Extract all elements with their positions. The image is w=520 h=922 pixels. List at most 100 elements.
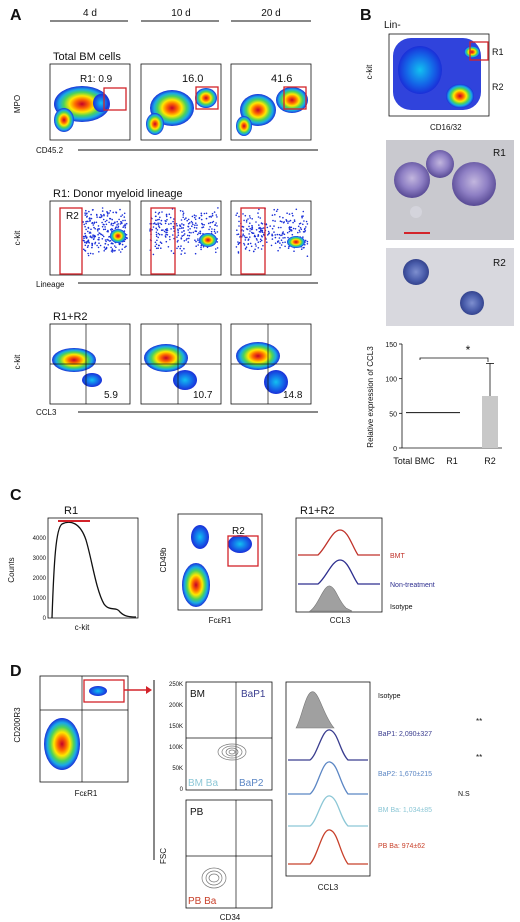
event-dot — [281, 220, 283, 223]
event-dot — [119, 242, 122, 245]
c-hist1-ytick-1: 1000 — [33, 596, 47, 602]
bar-ytick-label: 150 — [385, 342, 397, 349]
event-dot — [194, 218, 197, 221]
plot-frame — [295, 517, 383, 613]
event-dot — [280, 226, 282, 229]
event-dot — [87, 230, 89, 233]
panel-d-letter: D — [10, 663, 22, 680]
event-dot — [104, 228, 107, 231]
event-dot — [210, 216, 212, 218]
event-dot — [160, 242, 163, 244]
event-dot — [205, 212, 208, 215]
event-dot — [303, 246, 305, 249]
event-dot — [177, 231, 179, 234]
event-dot — [297, 225, 300, 228]
row3-plot-2: 10.7 — [140, 323, 222, 405]
bar-significance-bracket — [419, 357, 489, 362]
row1-plot-3: 41.6 — [230, 63, 312, 141]
event-dot — [293, 219, 296, 221]
event-dot — [165, 233, 167, 236]
event-dot — [236, 229, 238, 231]
hist-non-treatment — [298, 559, 380, 585]
event-dot — [121, 248, 123, 250]
event-dot — [177, 239, 179, 242]
event-dot — [155, 231, 158, 234]
event-dot — [252, 232, 255, 234]
gate-r2 — [150, 207, 176, 275]
event-dot — [271, 214, 274, 216]
event-dot — [299, 231, 301, 233]
event-dot — [187, 229, 189, 231]
d-legend-isotype: Isotype — [378, 693, 401, 700]
event-dot — [97, 233, 99, 236]
event-dot — [194, 230, 197, 232]
event-dot — [274, 220, 276, 222]
event-dot — [285, 220, 288, 222]
event-dot — [102, 223, 105, 226]
event-dot — [196, 224, 198, 226]
event-dot — [237, 243, 240, 246]
event-dot — [189, 222, 191, 224]
event-dot — [193, 214, 196, 216]
event-dot — [104, 220, 107, 223]
c-dot-ylabel: CD49b — [159, 547, 168, 572]
event-dot — [245, 221, 248, 223]
event-dot — [168, 223, 170, 225]
event-dot — [284, 245, 286, 248]
event-dot — [194, 224, 196, 226]
event-dot — [95, 221, 98, 224]
event-dot — [216, 241, 219, 243]
event-dot — [190, 232, 192, 234]
event-dot — [251, 231, 253, 234]
event-dot — [262, 233, 265, 236]
event-dot — [182, 216, 184, 219]
d-bm-ytick-4: 200K — [169, 703, 183, 709]
event-dot — [194, 239, 196, 241]
event-dot — [104, 248, 107, 250]
event-dot — [176, 224, 178, 227]
plot-frame — [285, 681, 371, 877]
event-dot — [187, 225, 190, 228]
event-dot — [306, 243, 309, 245]
event-dot — [254, 235, 257, 238]
d-bm-label: BM — [190, 689, 205, 700]
event-dot — [95, 213, 98, 216]
d-pb-quadrant: PB Ba — [188, 896, 217, 907]
event-dot — [249, 242, 252, 245]
event-dot — [292, 227, 295, 230]
event-dot — [177, 234, 180, 236]
event-dot — [162, 229, 164, 231]
event-dot — [216, 247, 219, 249]
b-dot-xlabel: CD16/32 — [430, 123, 462, 132]
event-dot — [282, 237, 284, 239]
event-dot — [98, 232, 100, 234]
event-dot — [155, 219, 157, 222]
d-dot-xlabel: FcεR1 — [75, 789, 98, 798]
timepoint-label-3: 20 d — [261, 8, 280, 19]
event-dot — [124, 223, 126, 226]
event-dot — [238, 215, 240, 218]
event-dot — [304, 244, 306, 246]
event-dot — [288, 220, 290, 223]
event-dot — [166, 229, 169, 232]
gate-r2-label: R2 — [492, 82, 504, 92]
event-dot — [109, 217, 112, 220]
event-dot — [82, 221, 84, 223]
d-bm-ytick-1: 50K — [172, 766, 183, 772]
event-dot — [277, 241, 279, 243]
event-dot — [215, 251, 217, 254]
event-dot — [255, 238, 258, 240]
event-dot — [251, 224, 253, 227]
d-legend-bap1: BaP1: 2,090±327 — [378, 731, 432, 738]
event-dot — [103, 213, 105, 216]
event-dot — [90, 217, 93, 220]
event-dot — [172, 225, 175, 228]
ccl3-bar-chart: Relative expression of CCL3 * Total BMC … — [366, 342, 502, 466]
event-dot — [166, 218, 168, 221]
event-dot — [281, 232, 284, 234]
event-dot — [154, 211, 157, 214]
event-dot — [154, 245, 157, 248]
event-dot — [155, 227, 157, 230]
event-dot — [260, 239, 263, 242]
event-dot — [244, 239, 247, 241]
